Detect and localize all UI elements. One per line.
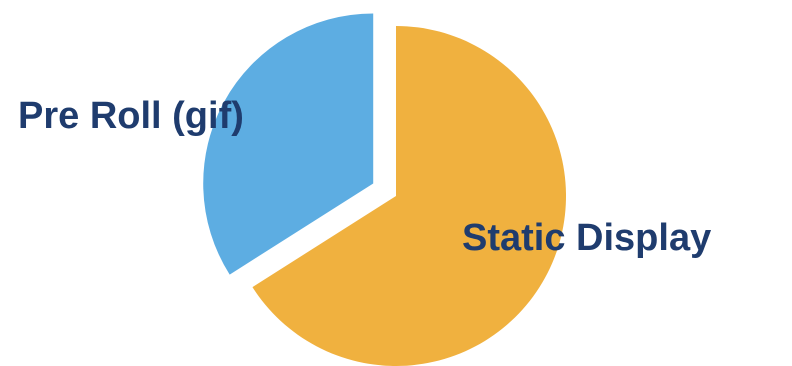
pie-slices [203, 13, 567, 366]
pie-label-static-display: Static Display [462, 217, 711, 259]
pie-labels: Static Display Pre Roll (gif) [18, 95, 711, 259]
pie-slice-pre-roll-gif [203, 13, 374, 275]
pie-label-pre-roll-gif: Pre Roll (gif) [18, 95, 244, 137]
pie-slice-static-display [252, 26, 567, 366]
